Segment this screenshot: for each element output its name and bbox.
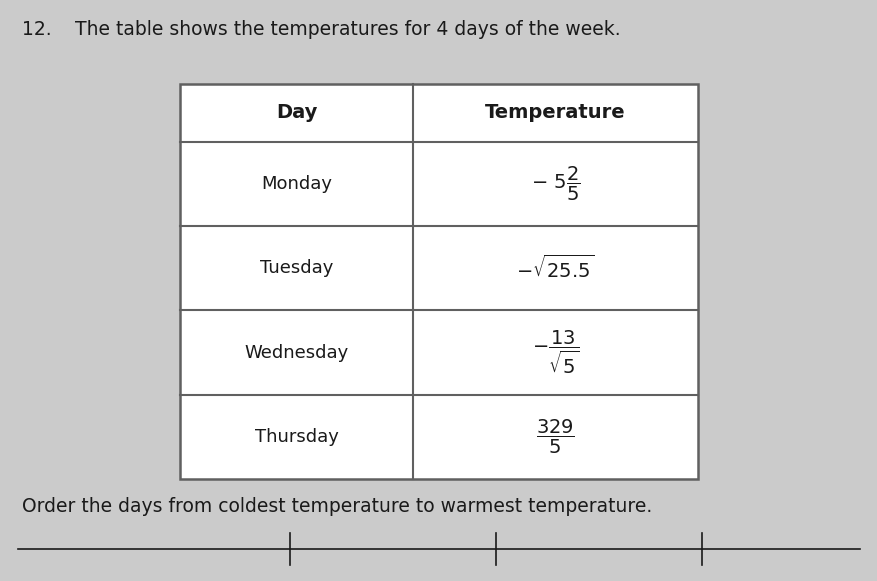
Text: Thursday: Thursday [254, 428, 339, 446]
Text: Wednesday: Wednesday [244, 343, 348, 361]
Bar [413, 84, 697, 142]
Text: Order the days from coldest temperature to warmest temperature.: Order the days from coldest temperature … [22, 497, 652, 516]
Text: Temperature: Temperature [485, 103, 625, 123]
Text: Monday: Monday [260, 175, 332, 193]
Text: $-\ 5\dfrac{2}{5}$: $-\ 5\dfrac{2}{5}$ [531, 165, 580, 203]
Text: $-\sqrt{25.5}$: $-\sqrt{25.5}$ [516, 254, 594, 282]
Text: 12.: 12. [22, 20, 52, 40]
Text: Tuesday: Tuesday [260, 259, 333, 277]
Text: Day: Day [275, 103, 317, 123]
Bar [180, 84, 413, 142]
Text: The table shows the temperatures for 4 days of the week.: The table shows the temperatures for 4 d… [75, 20, 619, 40]
Text: $-\dfrac{13}{\sqrt{5}}$: $-\dfrac{13}{\sqrt{5}}$ [531, 329, 579, 376]
Text: $\dfrac{329}{5}$: $\dfrac{329}{5}$ [536, 418, 574, 456]
